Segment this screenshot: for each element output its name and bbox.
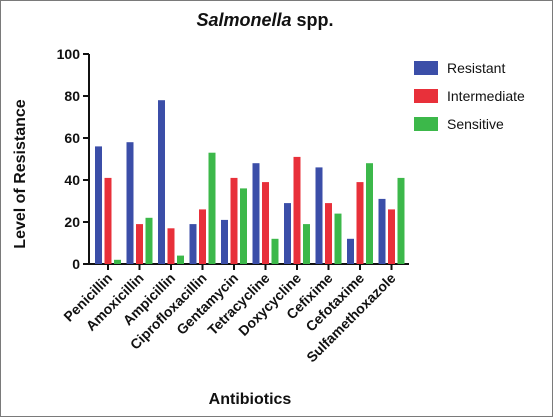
bar-sensitive-penicillin <box>114 259 121 264</box>
y-tick-label: 40 <box>64 172 80 188</box>
legend-label-sensitive: Sensitive <box>447 116 504 132</box>
bar-resistant-cefotaxime <box>347 238 354 264</box>
bar-sensitive-amoxicillin <box>145 217 153 264</box>
legend-swatch-intermediate <box>414 89 438 103</box>
bar-intermediate-tetracycline <box>262 182 269 264</box>
legend-swatch-resistant <box>414 61 438 75</box>
legend-label-resistant: Resistant <box>447 60 505 76</box>
bar-resistant-doxycycline <box>284 203 291 264</box>
bar-intermediate-sulfamethoxazole <box>388 209 395 264</box>
bar-sensitive-cefixime <box>334 213 342 264</box>
y-tick-label: 0 <box>72 256 80 272</box>
bar-resistant-ciprofloxacillin <box>189 224 197 264</box>
legend-swatch-sensitive <box>414 117 438 131</box>
bar-resistant-tetracycline <box>252 163 260 264</box>
bar-intermediate-cefixime <box>325 203 332 264</box>
bar-sensitive-cefotaxime <box>366 163 373 264</box>
y-tick-label: 20 <box>64 214 80 230</box>
bars <box>95 100 405 264</box>
bar-sensitive-sulfamethoxazole <box>397 177 405 264</box>
legend: Resistant Intermediate Sensitive <box>414 60 525 132</box>
bar-intermediate-ciprofloxacillin <box>199 209 206 264</box>
y-tick-label: 60 <box>64 130 80 146</box>
y-tick-label: 80 <box>64 88 80 104</box>
bar-intermediate-penicillin <box>104 177 112 264</box>
bar-intermediate-cefotaxime <box>356 182 364 264</box>
bar-resistant-sulfamethoxazole <box>378 198 386 264</box>
bar-sensitive-ampicillin <box>177 255 184 264</box>
bar-sensitive-tetracycline <box>271 238 279 264</box>
y-tick-labels: 0 20 40 60 80 100 <box>57 46 81 272</box>
bar-resistant-penicillin <box>95 146 102 264</box>
bar-intermediate-doxycycline <box>293 156 301 264</box>
bar-resistant-amoxicillin <box>126 142 134 264</box>
bar-sensitive-gentamycin <box>240 188 247 264</box>
legend-label-intermediate: Intermediate <box>447 88 525 104</box>
bar-intermediate-amoxicillin <box>136 224 143 264</box>
bar-resistant-ampicillin <box>158 100 165 264</box>
y-tick-label: 100 <box>57 46 81 62</box>
bar-resistant-cefixime <box>315 167 323 264</box>
x-tick-labels: PenicillinAmoxicillinAmpicillinCiproflox… <box>60 270 398 366</box>
bar-resistant-gentamycin <box>221 219 228 264</box>
bar-intermediate-ampicillin <box>167 228 175 264</box>
bar-intermediate-gentamycin <box>230 177 238 264</box>
bar-sensitive-doxycycline <box>303 224 310 264</box>
bar-sensitive-ciprofloxacillin <box>208 152 216 264</box>
chart-title: Salmonella spp. <box>196 10 333 30</box>
x-axis-label: Antibiotics <box>209 391 292 408</box>
y-axis-label: Level of Resistance <box>12 99 29 249</box>
